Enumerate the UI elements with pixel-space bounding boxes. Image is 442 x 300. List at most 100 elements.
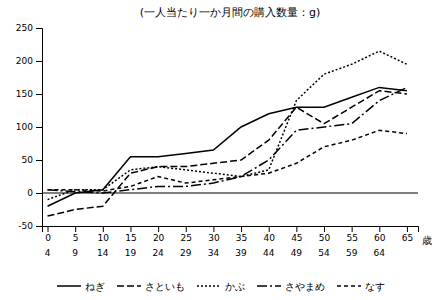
- legend-item: さやまめ: [257, 281, 325, 292]
- x-tick-label-lower: 54: [318, 248, 330, 258]
- legend-label: さといも: [145, 281, 185, 292]
- x-tick: 5: [73, 226, 79, 243]
- y-tick: 150: [16, 89, 42, 99]
- x-tick-label-lower: 29: [180, 248, 192, 258]
- y-tick: 100: [16, 122, 42, 132]
- x-tick: 65: [402, 226, 413, 243]
- x-tick: 40: [263, 226, 275, 243]
- x-tick-mark: [324, 226, 325, 232]
- x-tick-label-lower: 39: [235, 248, 247, 258]
- x-tick-label: 50: [319, 233, 331, 243]
- x-tick-label: 60: [374, 233, 386, 243]
- x-tick-mark: [241, 226, 242, 232]
- x-tick-label-lower: 9: [72, 248, 78, 258]
- legend-swatch: [197, 285, 221, 287]
- x-tick-label: 45: [291, 233, 302, 243]
- legend-item: ねぎ: [57, 281, 105, 292]
- x-tick: 50: [319, 226, 331, 243]
- x-tick-label-lower: 34: [208, 248, 220, 258]
- series-line: [48, 91, 407, 216]
- legend-swatch: [337, 285, 361, 287]
- x-tick: 20: [153, 226, 165, 243]
- x-tick-mark: [213, 226, 214, 232]
- y-tick-label: 50: [22, 155, 34, 165]
- legend-label: かぶ: [225, 281, 245, 292]
- x-tick-label: 65: [402, 233, 413, 243]
- legend-label: なす: [365, 281, 385, 292]
- y-axis: -50050100150200250: [16, 23, 43, 231]
- annotations: 491419242934394449545964: [45, 248, 386, 258]
- x-tick-label: 55: [346, 233, 357, 243]
- y-tick-mark: [36, 160, 42, 161]
- x-tick-label: 0: [45, 233, 51, 243]
- x-tick-label-lower: 64: [374, 248, 386, 258]
- x-tick-mark: [158, 226, 159, 232]
- legend-item: さといも: [117, 281, 185, 292]
- x-tick-mark: [75, 226, 76, 232]
- x-tick: 45: [291, 226, 302, 243]
- x-tick-label-lower: 4: [45, 248, 51, 258]
- y-tick: 0: [27, 188, 42, 198]
- y-tick-label: 150: [16, 89, 33, 99]
- plot-area: [42, 51, 418, 216]
- x-tick: 25: [181, 226, 192, 243]
- legend-label: さやまめ: [285, 281, 325, 292]
- legend-swatch: [257, 285, 281, 287]
- y-tick-label: -50: [18, 221, 33, 231]
- x-tick-label-lower: 44: [263, 248, 275, 258]
- y-tick: 250: [16, 23, 42, 33]
- x-tick-mark: [48, 226, 49, 232]
- x-tick-mark: [296, 226, 297, 232]
- x-tick-label: 35: [236, 233, 247, 243]
- x-tick: 0: [45, 226, 51, 243]
- x-tick-mark: [269, 226, 270, 232]
- x-tick-label: 25: [181, 233, 192, 243]
- y-tick-mark: [36, 61, 42, 62]
- y-tick: 50: [22, 155, 42, 165]
- legend-swatch: [117, 285, 141, 287]
- y-tick-label: 100: [16, 122, 33, 132]
- x-tick-label: 20: [153, 233, 165, 243]
- series-line: [48, 87, 407, 206]
- y-axis-line: [36, 29, 43, 227]
- legend-swatch: [57, 285, 81, 287]
- x-axis-line: [43, 227, 419, 233]
- x-tick-label-lower: 14: [97, 248, 109, 258]
- x-tick: 30: [208, 226, 220, 243]
- legend: ねぎ さといも かぶ さやまめ なす: [57, 281, 385, 292]
- x-tick-label-lower: 19: [125, 248, 137, 258]
- chart-container: (一人当たり一か月間の購入数量：g)0510152025303540455055…: [0, 0, 442, 300]
- x-tick-mark: [103, 226, 104, 232]
- series-line: [48, 130, 407, 191]
- x-axis-label: 歳: [422, 235, 432, 246]
- x-tick-label-lower: 59: [346, 248, 358, 258]
- x-tick: 35: [236, 226, 247, 243]
- y-tick-mark: [36, 28, 42, 29]
- legend-item: かぶ: [197, 281, 245, 292]
- y-tick-mark: [36, 127, 42, 128]
- x-tick: 10: [98, 226, 110, 243]
- chart-title: (一人当たり一か月間の購入数量：g): [140, 6, 321, 19]
- x-tick-label-lower: 24: [152, 248, 164, 258]
- y-tick-mark: [36, 94, 42, 95]
- x-tick: 60: [374, 226, 386, 243]
- y-tick-label: 0: [27, 188, 33, 198]
- x-tick-mark: [407, 226, 408, 232]
- y-tick-mark: [36, 193, 42, 194]
- legend-label: ねぎ: [85, 281, 105, 292]
- x-tick-label-lower: 49: [291, 248, 303, 258]
- x-tick-label: 40: [263, 233, 275, 243]
- series-line: [48, 51, 407, 200]
- x-tick-label: 10: [98, 233, 110, 243]
- x-tick-mark: [352, 226, 353, 232]
- chart-svg: (一人当たり一か月間の購入数量：g)0510152025303540455055…: [0, 0, 442, 300]
- y-tick-label: 250: [16, 23, 33, 33]
- x-tick-mark: [379, 226, 380, 232]
- y-tick-mark: [36, 226, 42, 227]
- x-tick-label: 15: [125, 233, 136, 243]
- legend-item: なす: [337, 281, 385, 292]
- series-line: [48, 87, 407, 193]
- x-tick-label: 5: [73, 233, 79, 243]
- x-tick: 15: [125, 226, 136, 243]
- x-tick: 55: [346, 226, 357, 243]
